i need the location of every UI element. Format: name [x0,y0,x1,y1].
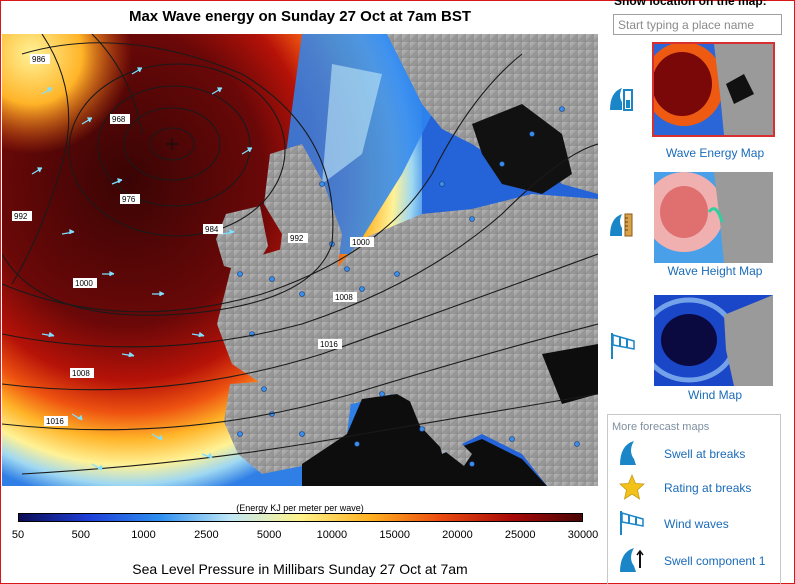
isobar-label: 984 [205,225,219,234]
wave-icon [620,441,636,465]
isobar-label: 992 [14,212,28,221]
more-item-swell-at-breaks[interactable]: Swell at breaks [613,439,779,469]
map-card-label[interactable]: Wave Height Map [667,264,763,278]
isobar-label: 976 [122,195,136,204]
isobar-lines [2,34,598,475]
isobar-label: 1008 [72,369,90,378]
wave-energy-icon [610,88,633,111]
footer-title: Sea Level Pressure in Millibars Sunday 2… [132,561,468,577]
sidebar: Show location on the map: Wave Energy Ma… [604,0,793,584]
map-title: Max Wave energy on Sunday 27 Oct at 7am … [128,8,472,25]
colorbar-tick-label: 20000 [442,529,473,541]
colorbar-tick-label: 10000 [316,529,348,541]
isobar-label: 968 [112,115,126,124]
isobar-label: 1016 [46,417,64,426]
isobar-label: 992 [290,234,304,243]
colorbar-tick-label: 2500 [194,529,219,541]
uk-land [264,144,342,284]
more-item-swell-component-1[interactable]: Swell component 1 [613,546,779,576]
colorbar-tick-label: 50 [11,529,25,541]
wave-height-thumbnail[interactable] [654,172,773,263]
northwest-energy-band [2,34,202,234]
black-sea [542,344,598,404]
colorbar-tick-label: 15000 [379,529,410,541]
place-search-input[interactable] [613,14,782,35]
show-location-label: Show location on the map: [614,0,767,8]
north-sea-light [322,64,382,184]
wave-energy-map[interactable]: 986 968 976 984 992 992 1000 1000 1008 1… [2,34,598,486]
more-item-label[interactable]: Rating at breaks [664,481,752,495]
colorbar-legend: (Energy KJ per meter per wave) 50 500 1000… [0,500,600,550]
colorbar-tick-label: 5000 [256,529,282,541]
swell-component-icon [620,548,644,572]
colorbar-tick-label: 30000 [567,529,599,541]
mediterranean-sea [302,394,547,486]
wind-sock-icon [611,333,635,359]
isobar-label: 1000 [352,238,370,247]
map-card-label[interactable]: Wave Energy Map [665,146,765,160]
wave-height-icon [610,213,633,237]
colorbar-tick-label: 25000 [504,529,536,541]
wind-thumbnail[interactable] [654,295,773,386]
isobar-label: 1008 [335,293,353,302]
colorbar-caption: (Energy KJ per meter per wave) [236,503,364,513]
low-pressure-marker [166,138,178,150]
star-icon [619,473,645,500]
wind-sock-icon [620,511,644,535]
more-item-label[interactable]: Swell at breaks [664,447,746,461]
isobar-label: 986 [32,55,46,64]
more-forecast-maps: More forecast maps Swell at breaks Ratin… [607,414,781,584]
more-item-rating-at-breaks[interactable]: Rating at breaks [613,473,779,503]
colorbar-tick-label: 500 [71,529,90,541]
more-forecast-title: More forecast maps [612,421,710,433]
more-item-label[interactable]: Wind waves [664,517,729,531]
more-item-wind-waves[interactable]: Wind waves [613,509,779,539]
wave-energy-thumbnail[interactable] [652,42,775,137]
italy-land [407,394,472,466]
map-card-label[interactable]: Wind Map [687,388,743,402]
wave-direction-arrows [31,67,253,471]
isobar-label: 1016 [320,340,338,349]
isobar-label: 1000 [75,279,93,288]
wave-energy-map-svg: 986 968 976 984 992 992 1000 1000 1008 1… [2,34,598,486]
baltic-sea [472,104,572,194]
coastal-points [237,106,580,467]
ireland-land [216,206,268,274]
colorbar-tick-label: 1000 [131,529,156,541]
more-item-label[interactable]: Swell component 1 [664,554,766,568]
colorbar-gradient [18,513,583,522]
isobar-label-group: 986 968 976 984 992 992 1000 1000 1008 1… [12,54,374,426]
